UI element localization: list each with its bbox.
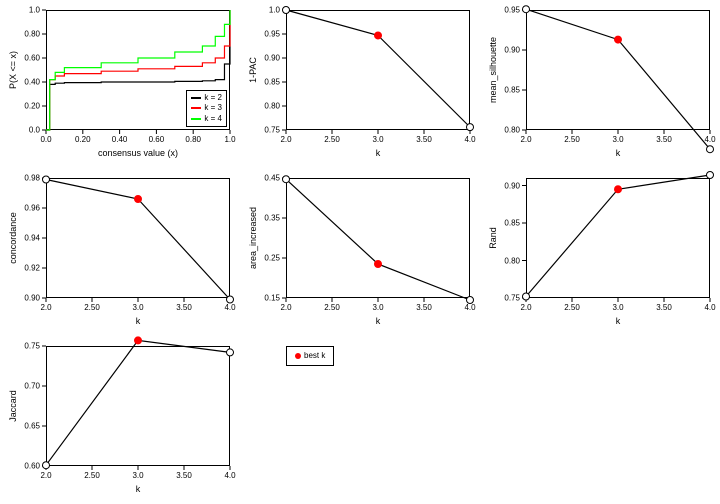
y-axis-label: Jaccard [8, 390, 18, 422]
x-tick: 3.0 [372, 303, 383, 312]
x-tick: 2.0 [40, 471, 51, 480]
y-axis-label: P(X <= x) [8, 51, 18, 89]
x-tick: 2.0 [280, 135, 291, 144]
y-tick: 0.75 [256, 126, 280, 135]
x-tick: 3.0 [132, 303, 143, 312]
y-tick: 0.20 [16, 102, 40, 111]
y-tick: 0.92 [16, 264, 40, 273]
x-tick: 0.40 [112, 135, 128, 144]
x-tick: 3.0 [612, 135, 623, 144]
y-tick: 0.85 [496, 86, 520, 95]
ecdf-legend: k = 2k = 3k = 4 [186, 90, 227, 127]
x-axis-label: k [136, 316, 141, 326]
x-tick: 4.0 [464, 303, 475, 312]
y-tick: 0.90 [16, 294, 40, 303]
x-tick: 2.50 [84, 303, 100, 312]
y-tick: 0.45 [256, 174, 280, 183]
x-tick: 3.50 [176, 471, 192, 480]
y-tick: 0.60 [16, 462, 40, 471]
x-tick: 4.0 [704, 135, 715, 144]
panel-concordance: 2.0 2.50 3.0 3.50 4.0 0.90 0.92 0.94 0.96 0.98 k co… [0, 168, 240, 336]
panel-Rand: 2.0 2.50 3.0 3.50 4.0 0.75 0.80 0.85 0.90 k Rand [480, 168, 720, 336]
bestk-dot-icon [295, 353, 301, 359]
x-tick: 0.60 [149, 135, 165, 144]
x-tick: 3.50 [656, 135, 672, 144]
x-tick: 2.50 [324, 135, 340, 144]
x-tick: 3.0 [612, 303, 623, 312]
x-tick: 4.0 [224, 471, 235, 480]
legend-item: best k [295, 351, 325, 361]
y-tick: 0.80 [496, 126, 520, 135]
legend-item: k = 4 [191, 114, 222, 124]
y-axis-label: mean_silhouette [488, 37, 498, 103]
y-tick: 0.90 [496, 46, 520, 55]
legend-item: k = 2 [191, 93, 222, 103]
y-axis-label: area_increased [248, 207, 258, 269]
y-tick: 0.25 [256, 254, 280, 263]
legend-item: k = 3 [191, 103, 222, 113]
y-tick: 0.98 [16, 174, 40, 183]
y-tick: 0.85 [256, 78, 280, 87]
y-tick: 0.90 [256, 54, 280, 63]
x-tick: 4.0 [704, 303, 715, 312]
x-axis-label: k [616, 148, 621, 158]
y-tick: 0.90 [496, 181, 520, 190]
y-tick: 1.0 [256, 6, 280, 15]
y-tick: 0.70 [16, 382, 40, 391]
x-tick: 2.0 [520, 135, 531, 144]
y-tick: 0.94 [16, 234, 40, 243]
x-tick: 3.50 [416, 135, 432, 144]
x-tick: 0.0 [40, 135, 51, 144]
y-tick: 0.35 [256, 214, 280, 223]
x-tick: 3.50 [416, 303, 432, 312]
x-tick: 2.50 [84, 471, 100, 480]
x-tick: 3.0 [132, 471, 143, 480]
figure-stage: 0.0 0.20 0.40 0.60 0.80 1.0 0.0 0.20 0.40 0.60 0.8… [0, 0, 720, 504]
y-tick: 0.40 [16, 78, 40, 87]
y-tick: 0.15 [256, 294, 280, 303]
y-tick: 0.96 [16, 204, 40, 213]
y-tick: 0.85 [496, 219, 520, 228]
x-tick: 2.50 [324, 303, 340, 312]
x-tick: 4.0 [224, 303, 235, 312]
x-axis-label: k [376, 148, 381, 158]
y-tick: 0.75 [496, 294, 520, 303]
y-axis-label: 1-PAC [248, 57, 258, 83]
panel-mean_silhouette: 2.0 2.50 3.0 3.50 4.0 0.80 0.85 0.90 0.95 k mean_s… [480, 0, 720, 168]
x-tick: 2.0 [520, 303, 531, 312]
panel-Jaccard: 2.0 2.50 3.0 3.50 4.0 0.60 0.65 0.70 0.75 k Jaccar… [0, 336, 240, 504]
x-tick: 0.80 [185, 135, 201, 144]
y-tick: 1.0 [16, 6, 40, 15]
x-axis-label: k [616, 316, 621, 326]
y-tick: 0.95 [256, 30, 280, 39]
y-tick: 0.0 [16, 126, 40, 135]
x-tick: 4.0 [464, 135, 475, 144]
y-axis-label: concordance [8, 212, 18, 264]
x-tick: 2.0 [280, 303, 291, 312]
y-tick: 0.65 [16, 422, 40, 431]
y-tick: 0.75 [16, 342, 40, 351]
y-tick: 0.95 [496, 6, 520, 15]
panel-P(X <= x): 0.0 0.20 0.40 0.60 0.80 1.0 0.0 0.20 0.40 0.60 0.8… [0, 0, 240, 168]
x-axis-label: k [376, 316, 381, 326]
x-tick: 2.50 [564, 303, 580, 312]
x-axis-label: consensus value (x) [98, 148, 178, 158]
y-tick: 0.80 [496, 256, 520, 265]
panel-area_increased: 2.0 2.50 3.0 3.50 4.0 0.15 0.25 0.35 0.45 k area_i… [240, 168, 480, 336]
panel-1-PAC: 2.0 2.50 3.0 3.50 4.0 0.75 0.80 0.85 0.90 0.95 1.0… [240, 0, 480, 168]
y-axis-label: Rand [488, 227, 498, 249]
bestk-legend: best k [286, 346, 334, 366]
x-axis-label: k [136, 484, 141, 494]
y-tick: 0.60 [16, 54, 40, 63]
x-tick: 3.0 [372, 135, 383, 144]
x-tick: 2.50 [564, 135, 580, 144]
x-tick: 2.0 [40, 303, 51, 312]
x-tick: 3.50 [656, 303, 672, 312]
y-tick: 0.80 [256, 102, 280, 111]
y-tick: 0.80 [16, 30, 40, 39]
x-tick: 3.50 [176, 303, 192, 312]
x-tick: 1.0 [224, 135, 235, 144]
bestk-label: best k [304, 351, 325, 361]
x-tick: 0.20 [75, 135, 91, 144]
